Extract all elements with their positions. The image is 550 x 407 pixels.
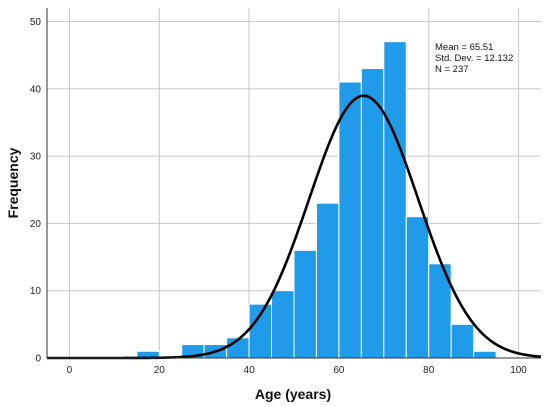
x-tick-label: 20 — [154, 365, 166, 376]
x-tick-label: 60 — [333, 365, 345, 376]
axes — [46, 8, 541, 359]
histogram-bar — [293, 249, 317, 359]
histogram-bar — [450, 323, 475, 359]
histogram-bars — [136, 41, 497, 359]
stat-mean: Mean = 65.51 — [435, 42, 493, 53]
histogram-bar — [383, 41, 407, 359]
x-tick-label: 100 — [510, 365, 527, 376]
y-tick-label: 40 — [30, 84, 42, 95]
histogram-bar — [360, 68, 385, 359]
x-tick-label: 40 — [244, 365, 256, 376]
stat-std-dev: Std. Dev. = 12.132 — [435, 53, 513, 64]
y-axis-title: Frequency — [5, 147, 21, 218]
stat-n: N = 237 — [435, 64, 469, 75]
x-tick-labels: 0 20 40 60 80 100 — [67, 365, 528, 376]
y-tick-label: 50 — [30, 17, 42, 28]
histogram-bar — [315, 202, 340, 359]
x-tick-label: 80 — [423, 365, 435, 376]
histogram-bar — [473, 350, 497, 359]
histogram-bar — [338, 81, 362, 359]
statistics-legend: Mean = 65.51 Std. Dev. = 12.132 N = 237 — [435, 42, 513, 75]
y-tick-label: 10 — [30, 286, 42, 297]
x-tick-label: 0 — [67, 365, 73, 376]
y-tick-label: 30 — [30, 152, 42, 163]
y-tick-label: 0 — [35, 354, 41, 365]
y-tick-labels: 0 10 20 30 40 50 — [30, 17, 42, 365]
x-axis-title: Age (years) — [255, 386, 331, 402]
gridlines — [47, 8, 541, 359]
histogram-bar — [405, 216, 430, 359]
y-tick-label: 20 — [30, 219, 42, 230]
histogram-bar — [271, 290, 295, 359]
